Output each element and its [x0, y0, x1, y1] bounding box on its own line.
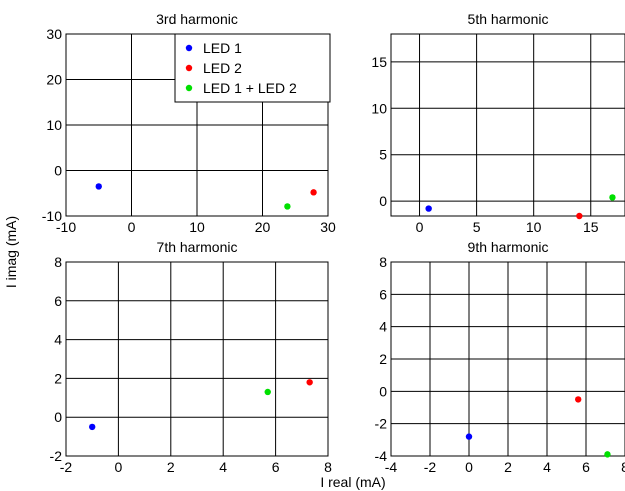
panel-title: 5th harmonic [468, 11, 549, 27]
data-point [95, 183, 102, 190]
y-tick-label: 8 [54, 254, 62, 270]
y-tick-label: 2 [54, 370, 62, 386]
panel-4: -4 -2 0 2 4 6 8 -4 -2 0 2 4 6 8 9th harmonic [375, 239, 625, 475]
y-tick-label: 0 [54, 163, 62, 179]
plot-frame [390, 261, 625, 457]
x-tick-label: 2 [504, 459, 512, 475]
panel-3: -2 0 2 4 6 8 -2 0 2 4 6 8 7th harmonic [50, 239, 333, 475]
plot-frame [390, 33, 625, 217]
y-tick-label: 4 [379, 319, 387, 335]
x-tick-label: 30 [320, 219, 336, 235]
legend-box [174, 33, 331, 103]
y-tick-label: 10 [371, 100, 387, 116]
y-tick-label: -2 [50, 448, 63, 464]
x-tick-label: 6 [272, 459, 280, 475]
data-point [264, 388, 271, 396]
panel-title: 9th harmonic [468, 239, 549, 255]
plot-area [391, 34, 625, 216]
data-point [575, 396, 582, 403]
legend-label: LED 1 + LED 2 [203, 80, 297, 96]
x-tick-label: -2 [60, 459, 73, 475]
y-tick-label: -4 [375, 448, 388, 464]
data-point [425, 205, 432, 212]
x-tick-label: 2 [167, 459, 175, 475]
data-point [576, 212, 583, 220]
y-tick-label: 2 [379, 351, 387, 367]
data-point [465, 433, 473, 440]
y-tick-label: 0 [54, 409, 62, 425]
x-tick-label: 15 [583, 219, 599, 235]
x-tick-label: 0 [115, 459, 123, 475]
x-tick-label: 20 [255, 219, 271, 235]
legend-label: LED 2 [203, 60, 242, 76]
plot-frame [65, 261, 329, 457]
x-tick-label: -10 [56, 219, 76, 235]
x-tick-label: 0 [465, 459, 473, 475]
data-point [604, 451, 611, 458]
x-tick-label: -4 [385, 459, 398, 475]
x-tick-label: 5 [473, 219, 481, 235]
panel-title: 3rd harmonic [156, 11, 238, 27]
data-point [89, 423, 96, 431]
x-tick-label: -2 [424, 459, 437, 475]
x-tick-label: 6 [582, 459, 590, 475]
y-axis-label: I imag (mA) [3, 216, 19, 288]
x-tick-label: 10 [526, 219, 542, 235]
y-tick-label: 30 [46, 26, 62, 42]
x-tick-label: 0 [416, 219, 424, 235]
legend-marker [185, 84, 193, 92]
x-axis-label: I real (mA) [320, 474, 385, 490]
x-tick-label: 8 [621, 459, 625, 475]
y-tick-label: 0 [379, 383, 387, 399]
data-point [306, 379, 313, 386]
y-tick-label: 6 [379, 286, 387, 302]
x-tick-label: 10 [189, 219, 205, 235]
data-point [284, 203, 291, 210]
y-tick-label: 4 [54, 332, 62, 348]
panel-2: 0 5 10 15 0 5 10 15 5th harmonic [371, 11, 625, 235]
x-tick-label: 4 [219, 459, 227, 475]
data-point [310, 189, 317, 196]
y-tick-label: 15 [371, 54, 387, 70]
x-tick-label: 0 [128, 219, 136, 235]
y-tick-label: -10 [42, 208, 62, 224]
legend-marker [185, 44, 193, 52]
plot-area [66, 262, 328, 456]
x-tick-label: 4 [543, 459, 551, 475]
y-tick-label: 8 [379, 254, 387, 270]
y-tick-label: 5 [379, 147, 387, 163]
legend: LED 1 LED 2 LED 1 + LED 2 [174, 33, 331, 103]
legend-marker [185, 64, 193, 72]
panel-title: 7th harmonic [157, 239, 238, 255]
y-tick-label: 0 [379, 193, 387, 209]
y-tick-label: 6 [54, 293, 62, 309]
data-point [609, 194, 616, 201]
x-tick-label: 8 [324, 459, 332, 475]
legend-label: LED 1 [203, 40, 242, 56]
y-tick-label: -2 [375, 416, 388, 432]
y-tick-label: 20 [46, 72, 62, 88]
y-tick-label: 10 [46, 117, 62, 133]
